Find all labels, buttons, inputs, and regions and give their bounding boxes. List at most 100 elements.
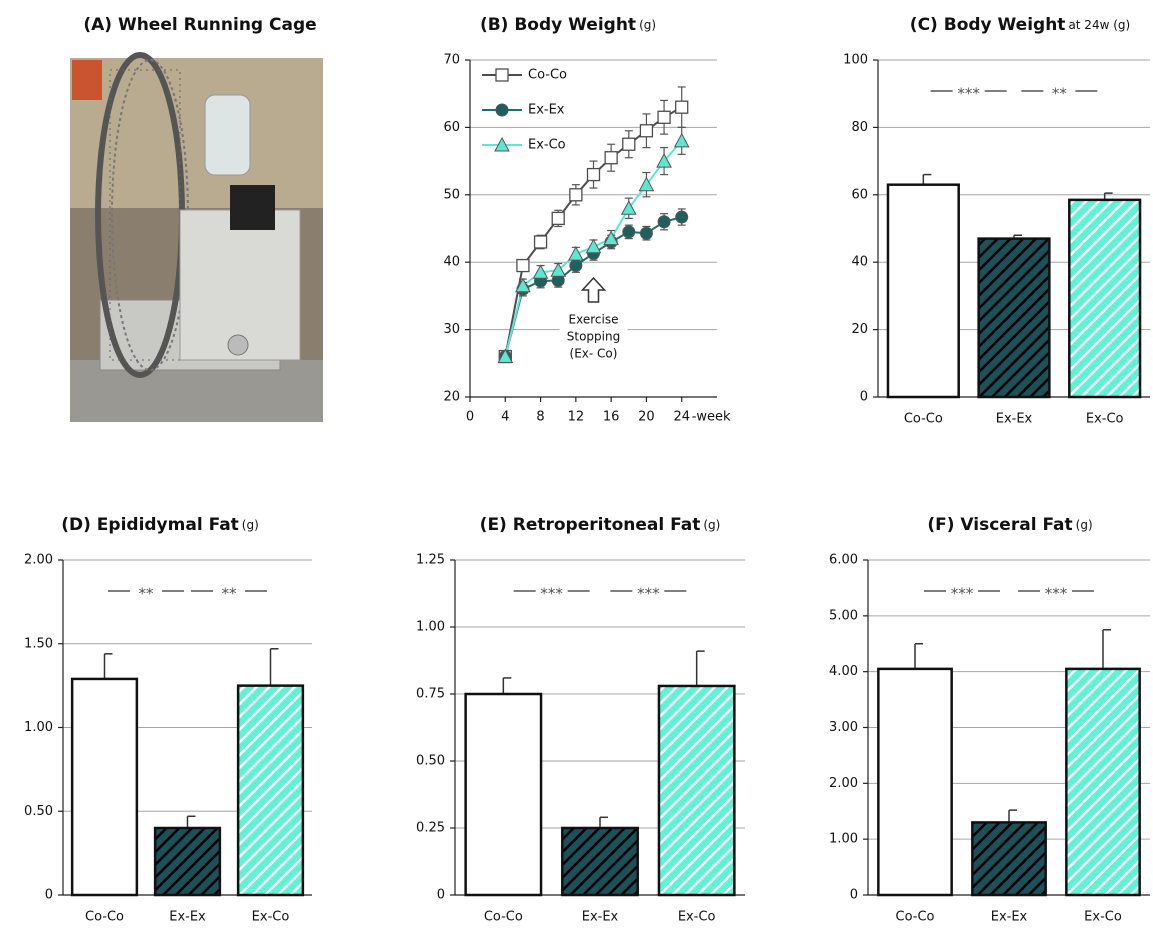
x-tick-label: 24: [673, 410, 690, 425]
y-tick-label: 100: [843, 53, 868, 68]
y-tick-label: 50: [443, 187, 460, 202]
marker: [587, 240, 601, 253]
panel-title: (B) Body Weight(g): [480, 15, 656, 35]
y-tick-label: 40: [443, 255, 460, 270]
x-tick-label: Co-Co: [896, 910, 935, 925]
x-tick-label: Co-Co: [484, 910, 523, 925]
y-tick-label: 0.50: [416, 754, 445, 769]
bar: [878, 669, 951, 895]
marker: [623, 226, 635, 238]
bar: [659, 686, 734, 895]
y-tick-label: 2.00: [24, 553, 53, 568]
title-text: (B) Body Weight: [480, 15, 636, 35]
legend-marker: [496, 104, 508, 116]
marker: [552, 212, 564, 224]
legend-marker: [496, 69, 508, 81]
panel-title: (F) Visceral Fat (g): [927, 515, 1092, 535]
marker: [588, 169, 600, 181]
marker: [640, 227, 652, 239]
title-text: (D) Epididymal Fat: [61, 515, 239, 535]
y-tick-label: 0: [437, 888, 445, 903]
y-tick-label: 1.00: [416, 620, 445, 635]
title-unit: (g): [639, 18, 656, 32]
y-tick-label: 20: [851, 322, 868, 337]
y-tick-label: 60: [851, 187, 868, 202]
annotation-arrow: [583, 278, 605, 302]
title-text: (E) Retroperitoneal Fat: [480, 515, 701, 535]
significance-label: **: [1052, 85, 1068, 103]
legend-label: Co-Co: [528, 68, 567, 83]
y-tick-label: 5.00: [829, 608, 858, 623]
x-tick-label: 8: [536, 410, 544, 425]
y-tick-label: 70: [443, 53, 460, 68]
y-tick-label: 1.00: [24, 720, 53, 735]
y-tick-label: 6.00: [829, 553, 858, 568]
x-tick-label: Ex-Ex: [582, 910, 619, 925]
marker: [658, 216, 670, 228]
x-tick-label: 16: [603, 410, 620, 425]
significance-label: ***: [540, 585, 563, 603]
y-tick-label: 0.50: [24, 804, 53, 819]
y-tick-label: 4.00: [829, 664, 858, 679]
marker: [658, 111, 670, 123]
marker: [535, 236, 547, 248]
y-tick-label: 0: [860, 390, 868, 405]
marker: [676, 101, 688, 113]
title-unit: (g): [242, 518, 259, 532]
marker: [623, 138, 635, 150]
marker: [517, 260, 529, 272]
title-unit: (g): [703, 518, 720, 532]
x-tick-label: 0: [466, 410, 474, 425]
annotation: (Ex- Co): [570, 347, 618, 361]
bar: [888, 185, 959, 397]
x-tick-label: Ex-Ex: [996, 412, 1033, 427]
significance-label: **: [222, 585, 238, 603]
x-tick-label: 4: [501, 410, 509, 425]
y-tick-label: 40: [851, 255, 868, 270]
x-unit: -week: [692, 410, 731, 425]
title-text: (F) Visceral Fat: [927, 515, 1072, 535]
x-tick-label: Ex-Co: [678, 910, 716, 925]
title-unit: at 24w (g): [1068, 18, 1130, 32]
marker: [569, 247, 583, 260]
bar: [562, 828, 637, 895]
annotation: Stopping: [567, 330, 620, 344]
bar: [1069, 200, 1140, 397]
x-tick-label: Co-Co: [85, 910, 124, 925]
y-tick-label: 20: [443, 390, 460, 405]
legend-label: Ex-Ex: [528, 103, 565, 118]
panel-title: (A) Wheel Running Cage: [83, 15, 316, 35]
x-tick-label: Ex-Co: [252, 910, 290, 925]
x-tick-label: Ex-Co: [1086, 412, 1124, 427]
bar: [466, 694, 541, 895]
y-tick-label: 2.00: [829, 776, 858, 791]
y-tick-label: 1.50: [24, 636, 53, 651]
y-tick-label: 30: [443, 322, 460, 337]
marker: [675, 134, 689, 147]
y-tick-label: 80: [851, 120, 868, 135]
y-tick-label: 0: [850, 888, 858, 903]
marker: [605, 152, 617, 164]
title-text: (C) Body Weight: [910, 15, 1066, 35]
title-unit: (g): [1076, 518, 1093, 532]
y-tick-label: 3.00: [829, 720, 858, 735]
x-tick-label: Co-Co: [904, 412, 943, 427]
panel-title: (D) Epididymal Fat(g): [61, 515, 259, 535]
x-tick-label: Ex-Co: [1084, 910, 1122, 925]
marker: [676, 211, 688, 223]
bar: [238, 686, 303, 895]
title-text: (A) Wheel Running Cage: [83, 15, 316, 35]
significance-label: ***: [637, 585, 660, 603]
y-tick-label: 0.75: [416, 687, 445, 702]
panel-title: (E) Retroperitoneal Fat(g): [480, 515, 721, 535]
significance-label: **: [139, 585, 155, 603]
x-tick-label: 12: [568, 410, 585, 425]
bar: [1066, 669, 1139, 895]
x-tick-label: Ex-Ex: [991, 910, 1028, 925]
bar: [155, 828, 220, 895]
bar: [979, 239, 1050, 397]
bar: [972, 822, 1045, 895]
significance-label: ***: [951, 585, 974, 603]
y-tick-label: 1.25: [416, 553, 445, 568]
